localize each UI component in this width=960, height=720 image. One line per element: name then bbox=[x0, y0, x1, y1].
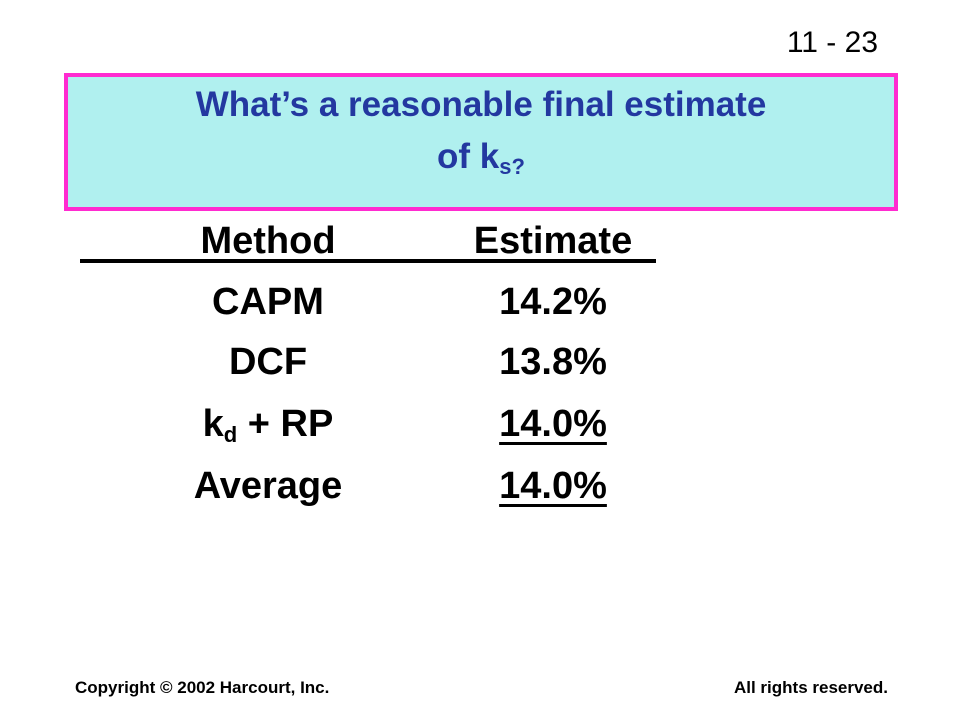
estimate: 14.2% bbox=[499, 281, 607, 323]
slide-number: 11 - 23 bbox=[786, 26, 878, 59]
estimate: 14.0% bbox=[403, 403, 703, 446]
title-line: of ks? bbox=[68, 137, 894, 180]
footer-left: Copyright © 2002 Harcourt, Inc. bbox=[75, 678, 330, 697]
subscript-text: s bbox=[499, 154, 512, 179]
question-mark: ? bbox=[511, 154, 525, 179]
method: DCF bbox=[228, 341, 308, 383]
method-subscript: d bbox=[223, 422, 238, 447]
title-subscript: s? bbox=[499, 154, 525, 179]
title-line: What’s a reasonable final estimate bbox=[195, 85, 767, 124]
title-box: What’s a reasonable final estimate of ks… bbox=[64, 73, 898, 211]
header-estimate: Estimate bbox=[473, 220, 633, 262]
method: kd + RP bbox=[118, 403, 418, 448]
method-text: k bbox=[202, 403, 224, 445]
estimate-text: 14.0% bbox=[499, 403, 607, 445]
title-text: of k bbox=[437, 137, 500, 176]
method-text: + RP bbox=[237, 403, 334, 445]
method: Average bbox=[193, 465, 343, 507]
header-method: Method bbox=[200, 220, 336, 262]
estimate: 14.0% bbox=[403, 465, 703, 508]
method: CAPM bbox=[212, 281, 324, 323]
estimate-text: 14.0% bbox=[499, 465, 607, 507]
estimate: 13.8% bbox=[499, 341, 607, 383]
header-rule bbox=[80, 259, 656, 263]
footer-right: All rights reserved. bbox=[733, 678, 888, 697]
